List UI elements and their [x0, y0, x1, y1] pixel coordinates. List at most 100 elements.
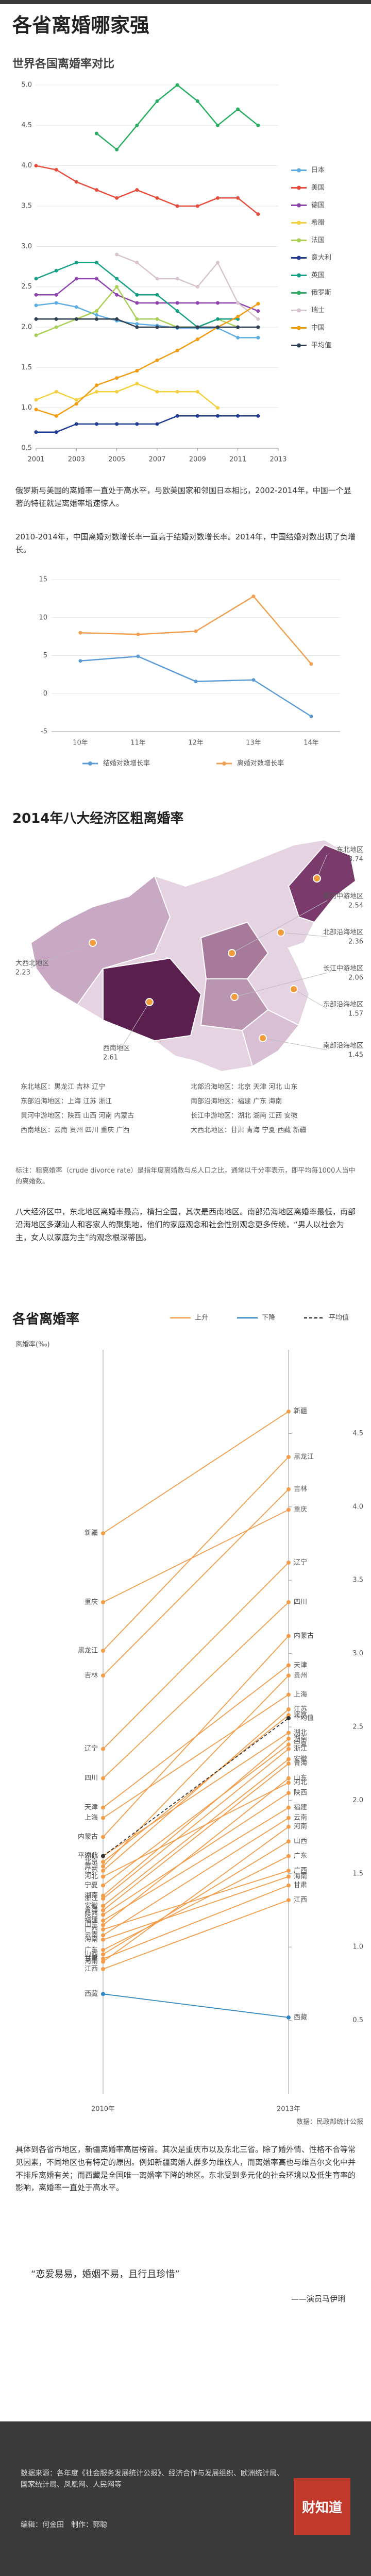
series-label: 河北 [294, 1779, 307, 1787]
series-label: 云南 [294, 1814, 307, 1822]
slope-line [103, 1993, 289, 2018]
point [236, 196, 240, 200]
logo: 财知道 [294, 2478, 350, 2535]
legend-swatch [222, 761, 226, 766]
quote-author: ——演员马伊琍 [291, 2294, 345, 2303]
point [101, 1747, 105, 1751]
point [155, 317, 159, 321]
point [195, 285, 199, 289]
point [216, 123, 220, 127]
series-label: 海南 [294, 1872, 307, 1880]
point [115, 285, 119, 289]
point [155, 293, 159, 297]
legend-label: 结婚对数增长率 [103, 759, 150, 768]
series-label: 黑龙江 [294, 1453, 314, 1461]
point [286, 1731, 291, 1735]
y-tick-label: 4.5 [352, 1430, 363, 1437]
point [309, 715, 313, 718]
paragraph: 2010-2014年，中国离婚对数增长率一直高于结婚对数增长率。2014年，中国… [15, 532, 356, 554]
point [236, 315, 240, 319]
point [101, 1912, 105, 1917]
x-tick-label: 2005 [108, 456, 125, 464]
region-name: 大西北地区 [15, 960, 49, 968]
x-tick-label: 2010年 [91, 2106, 115, 2113]
series-label: 河南 [294, 1822, 307, 1831]
slope-line [103, 1488, 289, 1676]
region-name: 北部沿海地区 [323, 929, 363, 937]
series-label: 湖南 [85, 1891, 98, 1900]
legend-label: 瑞士 [311, 307, 325, 314]
x-tick-label: 12年 [188, 739, 204, 747]
point [155, 196, 159, 200]
point [95, 389, 98, 394]
point [101, 1918, 105, 1923]
point [95, 131, 98, 135]
point [78, 659, 82, 663]
point [195, 325, 199, 329]
point [54, 317, 58, 321]
leader-line [262, 1038, 328, 1050]
series-label: 吉林 [294, 1485, 307, 1493]
source: 数据来源：各年度《社会服务发展统计公报》、经济合作与发展组织、欧洲统计局、国家统… [21, 2469, 284, 2489]
point [101, 1860, 105, 1865]
series-label: 山东 [294, 1774, 307, 1782]
legend-swatch [297, 168, 301, 173]
point [286, 1816, 291, 1820]
point [286, 1776, 291, 1781]
point [175, 389, 179, 394]
point [236, 325, 240, 329]
series-label: 山西 [294, 1838, 307, 1845]
point [175, 277, 179, 281]
point [286, 1791, 291, 1795]
point [101, 1956, 105, 1961]
point [256, 302, 260, 306]
point [54, 414, 58, 418]
legend-label: 俄罗斯 [311, 289, 331, 297]
legend-label: 意大利 [311, 253, 331, 262]
legend-swatch [297, 256, 301, 260]
series-label: 河南 [85, 1957, 98, 1965]
x-tick-label: 2011 [229, 456, 246, 464]
point [216, 414, 220, 418]
legend-label: 德国 [311, 201, 325, 209]
series-line [36, 278, 259, 312]
x-tick-label: 14年 [303, 739, 319, 747]
legend-swatch [297, 291, 301, 295]
map-legend: 东北地区：黑龙江 吉林 辽宁 [21, 1083, 105, 1091]
series-label: 四川 [294, 1598, 307, 1606]
point [101, 1673, 105, 1678]
series-label: 贵州 [294, 1672, 307, 1680]
point [216, 317, 220, 321]
slope-line [103, 1715, 289, 1862]
point [74, 305, 78, 309]
series-label: 西藏 [85, 1990, 98, 1998]
legend-swatch [297, 326, 301, 330]
point [195, 204, 199, 208]
series-label: 江苏 [85, 1867, 98, 1875]
y-tick-label: 2.0 [21, 324, 32, 331]
slope-line [103, 1744, 289, 1886]
series-label: 山西 [85, 1951, 98, 1958]
y-tick-label: 1.0 [352, 1943, 363, 1951]
series-label: 安徽 [85, 1902, 98, 1910]
series-label: 四川 [85, 1774, 98, 1782]
legend-label: 平均值 [311, 341, 331, 349]
point [155, 99, 159, 103]
chart-title: 2014年八大经济区粗离婚率 [12, 811, 184, 826]
point [155, 325, 159, 329]
point [286, 1869, 291, 1873]
point [236, 301, 240, 305]
point [155, 301, 159, 305]
point [175, 83, 179, 87]
point [256, 325, 260, 329]
point [286, 1874, 291, 1879]
point [101, 1908, 105, 1912]
point [101, 1816, 105, 1820]
point [175, 301, 179, 305]
paragraph: 八大经济区中，东北地区离婚率最高，横扫全国，其次是西南地区。南部沿海地区离婚率最… [15, 1207, 356, 1242]
region-value: 1.57 [348, 1010, 363, 1018]
point [286, 1713, 291, 1718]
leader-line [118, 1002, 150, 1053]
series-label: 新疆 [294, 1407, 307, 1415]
point [194, 629, 198, 633]
